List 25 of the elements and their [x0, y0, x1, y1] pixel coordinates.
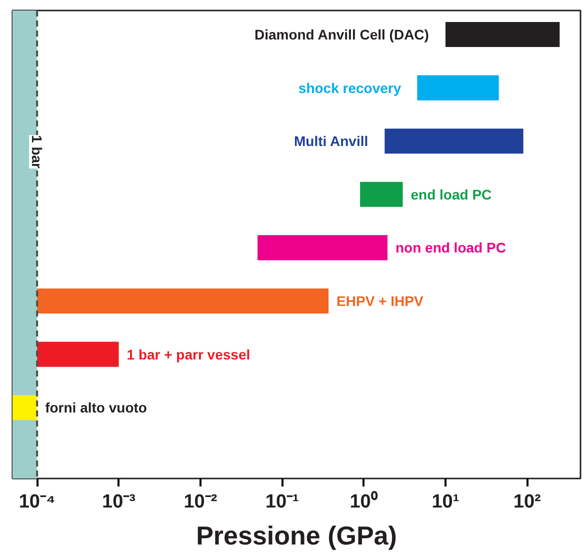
x-tick-label: 10² — [513, 492, 541, 512]
y-tick-label: EHPV + IHPV — [336, 293, 424, 309]
x-tick-label: 10⁻³ — [102, 492, 136, 512]
x-tick-label: 10¹ — [432, 492, 460, 512]
y-tick-label: Diamond Anvill Cell (DAC) — [254, 26, 429, 42]
bar — [384, 128, 524, 154]
bar — [360, 182, 403, 207]
bar — [417, 75, 499, 100]
x-tick-label: 10⁻⁴ — [18, 492, 56, 512]
bar — [445, 22, 560, 48]
y-tick-label: Multi Anvill — [294, 133, 368, 150]
y-tick-label: non end load PC — [395, 240, 506, 256]
ref-line-label: 1 bar — [29, 135, 46, 170]
y-tick-label: forni alto vuoto — [45, 400, 147, 416]
x-axis-title: Pressione (GPa) — [196, 520, 397, 550]
y-tick-label: 1 bar + parr vessel — [126, 346, 250, 362]
y-tick-label: end load PC — [410, 186, 492, 202]
x-tick-label: 10⁻² — [184, 492, 218, 512]
x-tick-label: 10⁻¹ — [265, 492, 299, 512]
bar — [258, 235, 388, 260]
bar — [12, 395, 38, 420]
bar — [37, 342, 119, 367]
bar — [37, 288, 329, 314]
y-tick-label: shock recovery — [298, 80, 402, 96]
x-tick-label: 10⁰ — [350, 490, 378, 512]
